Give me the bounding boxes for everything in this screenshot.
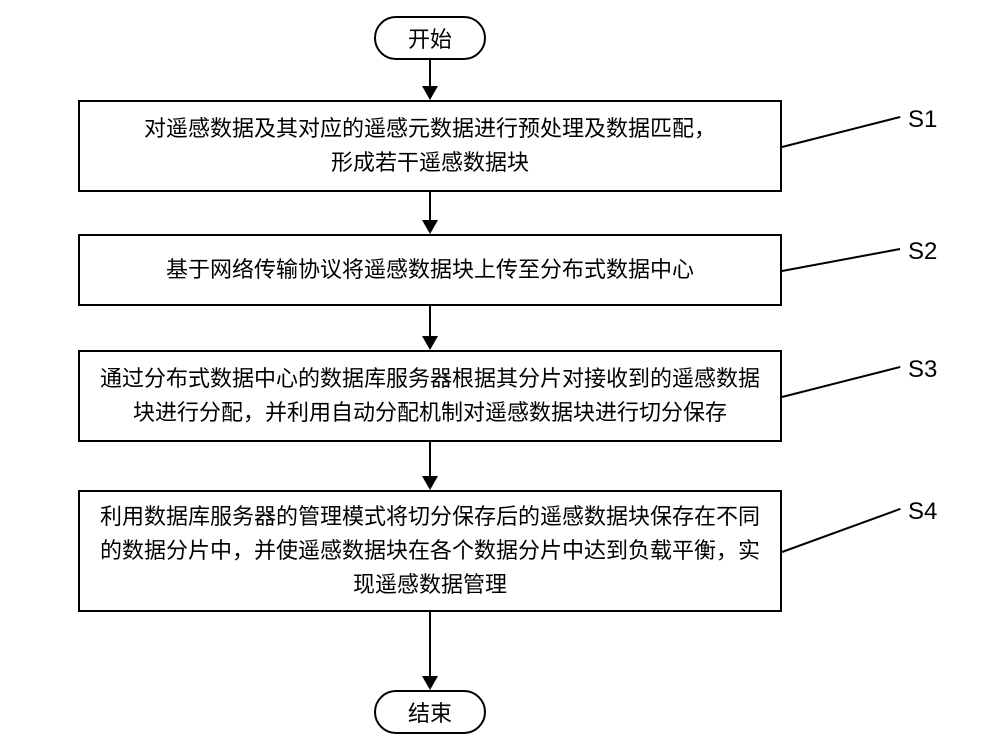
arrow-line-4 — [429, 612, 431, 676]
arrow-line-0 — [429, 60, 431, 86]
arrow-line-3 — [429, 442, 431, 476]
end-terminal: 结束 — [374, 690, 486, 734]
process-text: 基于网络传输协议将遥感数据块上传至分布式数据中心 — [166, 253, 694, 287]
arrow-line-2 — [429, 306, 431, 336]
lead-line-S2 — [782, 248, 900, 272]
arrow-head-4 — [422, 676, 438, 690]
start-terminal: 开始 — [374, 16, 486, 60]
arrow-head-1 — [422, 220, 438, 234]
arrow-head-3 — [422, 476, 438, 490]
process-S2: 基于网络传输协议将遥感数据块上传至分布式数据中心 — [78, 234, 782, 306]
flowchart-canvas: 开始结束 对遥感数据及其对应的遥感元数据进行预处理及数据匹配， 形成若干遥感数据块… — [0, 0, 1000, 750]
step-label-S2: S2 — [908, 238, 937, 266]
step-label-S3: S3 — [908, 356, 937, 384]
process-S1: 对遥感数据及其对应的遥感元数据进行预处理及数据匹配， 形成若干遥感数据块 — [78, 100, 782, 192]
process-text: 利用数据库服务器的管理模式将切分保存后的遥感数据块保存在不同 的数据分片中，并使… — [100, 500, 760, 602]
process-text: 通过分布式数据中心的数据库服务器根据其分片对接收到的遥感数据 块进行分配，并利用… — [100, 362, 760, 430]
lead-line-S4 — [782, 508, 901, 553]
lead-line-S3 — [782, 366, 900, 398]
step-label-S1: S1 — [908, 106, 937, 134]
arrow-head-2 — [422, 336, 438, 350]
process-S3: 通过分布式数据中心的数据库服务器根据其分片对接收到的遥感数据 块进行分配，并利用… — [78, 350, 782, 442]
lead-line-S1 — [782, 116, 900, 148]
step-label-S4: S4 — [908, 498, 937, 526]
arrow-line-1 — [429, 192, 431, 220]
process-text: 对遥感数据及其对应的遥感元数据进行预处理及数据匹配， 形成若干遥感数据块 — [144, 112, 716, 180]
arrow-head-0 — [422, 86, 438, 100]
process-S4: 利用数据库服务器的管理模式将切分保存后的遥感数据块保存在不同 的数据分片中，并使… — [78, 490, 782, 612]
